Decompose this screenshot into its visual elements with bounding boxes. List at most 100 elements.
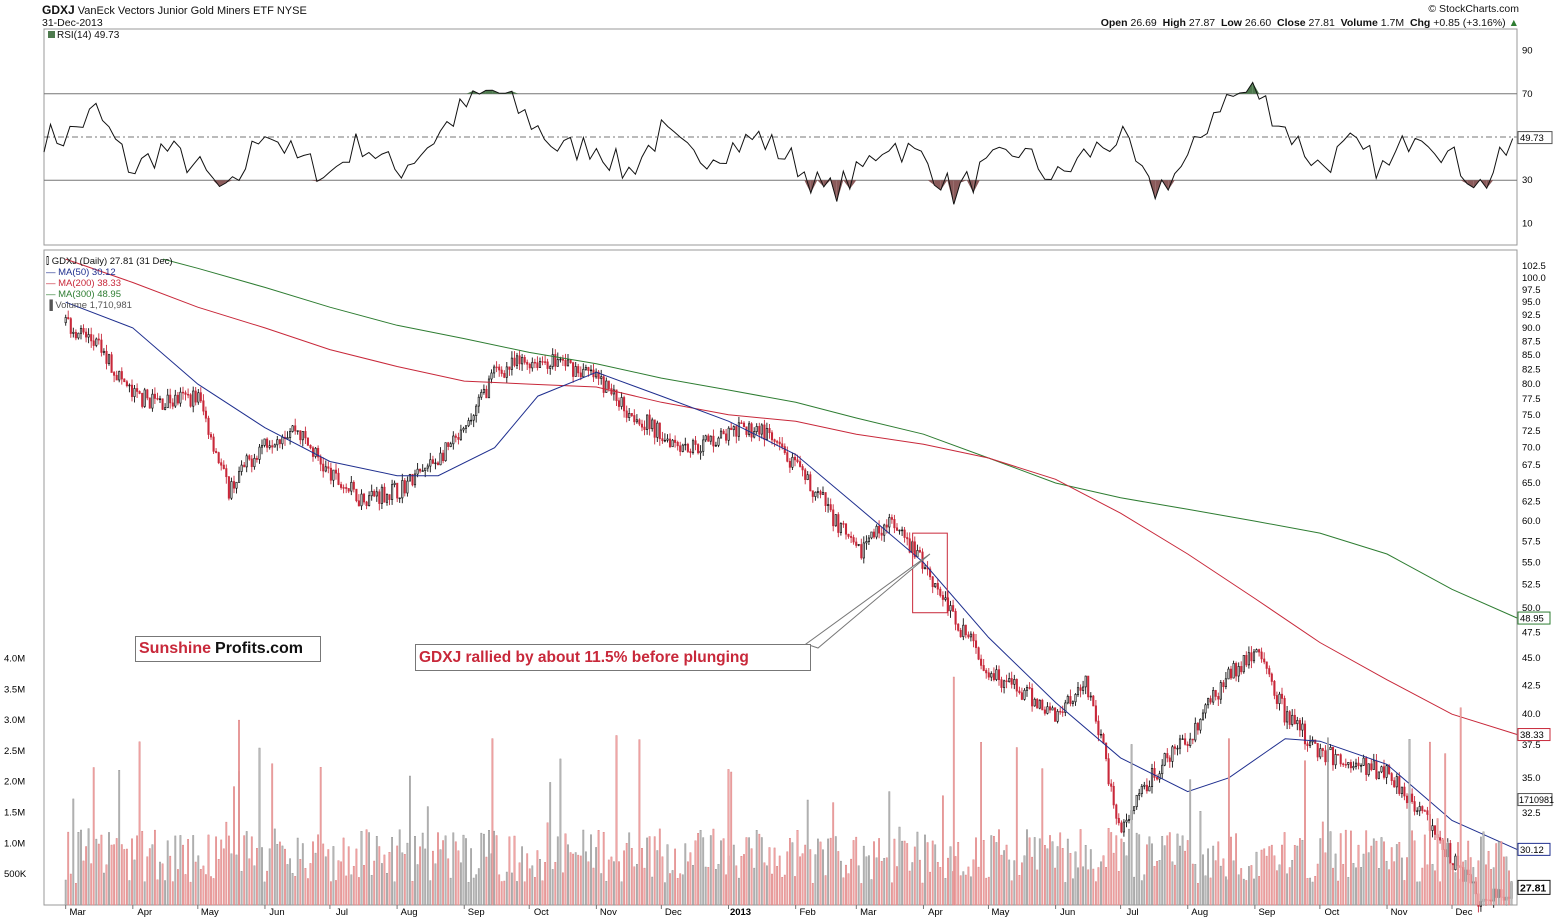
candle-body xyxy=(1122,821,1125,833)
candle-body xyxy=(523,357,526,363)
candle-body xyxy=(1186,743,1189,746)
volume-bar xyxy=(957,842,960,906)
volume-bar xyxy=(1375,840,1378,906)
candle-body xyxy=(929,568,932,578)
candle-body xyxy=(115,374,118,381)
price-tick-label: 72.5 xyxy=(1522,426,1541,437)
volume-bar xyxy=(1028,837,1031,906)
volume-bar xyxy=(495,835,498,906)
candle-body xyxy=(255,457,258,460)
price-tick-label: 100.0 xyxy=(1522,273,1546,284)
candle-body xyxy=(878,525,881,534)
volume-bar xyxy=(1355,867,1357,906)
x-tick-label: Jun xyxy=(1060,907,1075,918)
volume-bar xyxy=(1112,852,1115,906)
volume-bar xyxy=(592,867,595,906)
candle-body xyxy=(426,465,429,469)
candle-body xyxy=(544,361,547,363)
candle-body xyxy=(1393,780,1396,788)
candle-body xyxy=(493,366,496,374)
volume-bar xyxy=(174,835,177,906)
candle-body xyxy=(365,501,368,506)
volume-bar xyxy=(556,836,559,906)
x-tick-label: Sep xyxy=(468,907,485,918)
volume-bar xyxy=(750,848,753,906)
volume-bar xyxy=(414,836,416,906)
volume-bar xyxy=(1362,853,1365,906)
candle-body xyxy=(1306,743,1309,747)
volume-bar xyxy=(837,851,840,906)
volume-bar xyxy=(1156,861,1159,906)
candle-body xyxy=(128,384,131,387)
x-tick-label: Apr xyxy=(928,907,943,918)
rsi-oversold-fill xyxy=(219,180,226,187)
volume-bar xyxy=(962,871,965,906)
candle-body xyxy=(867,537,870,542)
volume-bar xyxy=(449,877,452,906)
volume-bar xyxy=(327,849,330,906)
candle-body xyxy=(1028,687,1031,689)
price-tick-label: 45.0 xyxy=(1522,653,1541,664)
candle-body xyxy=(518,355,521,365)
volume-bar xyxy=(531,865,534,906)
volume-bar xyxy=(179,835,182,906)
volume-bar xyxy=(799,856,802,906)
volume-bar xyxy=(1059,832,1062,906)
volume-bar xyxy=(587,861,590,906)
candle-body xyxy=(513,357,516,366)
volume-bar xyxy=(1454,872,1457,906)
volume-bar xyxy=(118,770,121,906)
volume-label: Volume xyxy=(1340,17,1378,29)
volume-bar xyxy=(363,865,365,906)
volume-bar xyxy=(1474,877,1477,906)
candle-body xyxy=(814,491,817,497)
candle-body xyxy=(939,588,942,596)
volume-bar xyxy=(1301,840,1304,906)
volume-bar xyxy=(1431,864,1434,906)
x-tick-label: Nov xyxy=(600,907,617,918)
volume-bar xyxy=(794,876,796,906)
candle-body xyxy=(215,451,218,453)
volume-bar xyxy=(291,873,294,906)
candle-body xyxy=(895,527,899,531)
volume-bar xyxy=(508,836,511,906)
volume-bar xyxy=(1337,880,1340,906)
candle-body xyxy=(1278,693,1281,704)
candle-body xyxy=(370,490,373,497)
volume-bar xyxy=(829,837,832,906)
candle-body xyxy=(888,517,891,528)
volume-bar xyxy=(771,873,773,906)
candle-body xyxy=(352,481,355,490)
volume-bar xyxy=(643,867,646,906)
volume-legend-icon: ▐ xyxy=(46,300,53,311)
volume-bar xyxy=(934,844,937,906)
volume-tick-label: 4.0M xyxy=(4,653,25,664)
candle-body xyxy=(1291,714,1294,725)
volume-bar xyxy=(607,859,610,906)
volume-bar xyxy=(990,835,993,906)
volume-bar xyxy=(610,856,613,906)
volume-bar xyxy=(687,861,689,906)
candle-body xyxy=(839,523,842,533)
volume-bar xyxy=(1436,818,1439,906)
candle-body xyxy=(158,398,162,400)
volume-bar xyxy=(1176,833,1179,906)
candle-body xyxy=(1321,748,1324,751)
volume-bar xyxy=(1383,841,1385,906)
volume-bar xyxy=(567,844,569,906)
volume-bar xyxy=(1385,861,1388,906)
volume-bar xyxy=(1268,846,1271,906)
volume-bar xyxy=(1451,865,1454,906)
volume-bar xyxy=(541,880,544,906)
candle-body xyxy=(1127,819,1131,821)
candle-body xyxy=(890,517,893,520)
price-tick-label: 90.0 xyxy=(1522,323,1541,334)
candle-body xyxy=(1036,698,1039,709)
candle-body xyxy=(536,362,539,368)
candle-body xyxy=(1301,723,1304,731)
volume-bar xyxy=(822,849,824,906)
volume-bar xyxy=(674,848,677,906)
candle-body xyxy=(850,536,853,538)
volume-bar xyxy=(1487,851,1490,906)
volume-bar xyxy=(1079,829,1082,906)
